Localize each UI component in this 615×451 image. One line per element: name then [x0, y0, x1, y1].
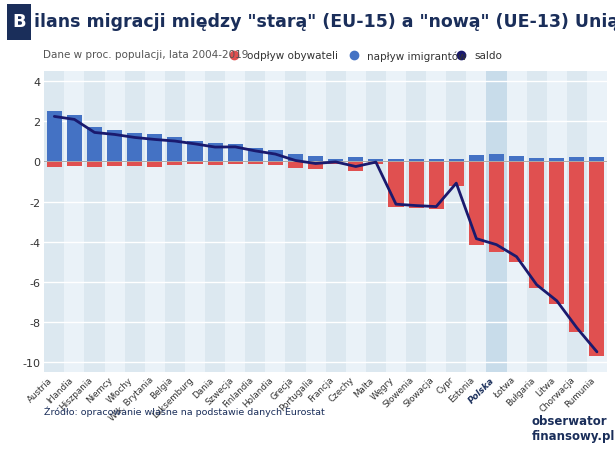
Bar — [188, 162, 202, 165]
Bar — [589, 158, 605, 162]
Bar — [486, 72, 507, 372]
Bar — [248, 149, 263, 162]
Bar — [47, 112, 62, 162]
Bar — [285, 72, 306, 372]
Bar — [167, 138, 183, 162]
Bar — [105, 72, 125, 372]
Bar — [469, 162, 484, 245]
Bar — [509, 157, 524, 162]
Bar — [569, 162, 584, 332]
Bar — [67, 116, 82, 162]
Bar — [248, 162, 263, 165]
Bar — [567, 72, 587, 372]
Bar — [386, 72, 406, 372]
Bar — [368, 160, 383, 162]
Bar — [165, 72, 185, 372]
Bar — [569, 158, 584, 162]
Bar — [529, 159, 544, 162]
Bar — [188, 142, 202, 162]
Bar — [589, 162, 605, 356]
Bar — [348, 162, 363, 171]
Bar — [87, 128, 102, 162]
Bar — [366, 72, 386, 372]
Bar — [84, 72, 105, 372]
Bar — [145, 72, 165, 372]
Bar — [547, 72, 567, 372]
Bar — [107, 162, 122, 166]
Bar — [288, 162, 303, 168]
Bar — [44, 72, 65, 372]
Bar — [328, 160, 343, 162]
Bar — [389, 160, 403, 162]
Bar — [326, 72, 346, 372]
Bar — [185, 72, 205, 372]
Bar — [268, 151, 283, 162]
Bar — [47, 162, 62, 167]
Bar — [408, 160, 424, 162]
Bar — [127, 134, 142, 162]
Bar — [486, 72, 507, 372]
Text: saldo: saldo — [475, 51, 502, 61]
Bar — [308, 162, 323, 169]
Bar — [529, 162, 544, 288]
Bar — [288, 155, 303, 162]
Bar — [67, 162, 82, 166]
Bar — [549, 162, 565, 304]
Bar — [449, 160, 464, 162]
Bar — [489, 155, 504, 162]
Bar — [549, 159, 565, 162]
Text: ilans migracji między "starą" (EU-15) a "nową" (UE-13) Unią: ilans migracji między "starą" (EU-15) a … — [34, 13, 615, 31]
Bar — [228, 162, 243, 165]
Bar — [507, 72, 526, 372]
Bar — [208, 144, 223, 162]
Bar — [205, 72, 225, 372]
Bar — [306, 72, 326, 372]
Bar — [7, 5, 31, 41]
Bar — [346, 72, 366, 372]
Bar — [426, 72, 446, 372]
Bar — [245, 72, 265, 372]
Bar — [469, 156, 484, 162]
Bar — [446, 72, 466, 372]
Bar — [167, 162, 183, 166]
Bar — [268, 162, 283, 166]
Bar — [368, 162, 383, 165]
Bar — [587, 72, 607, 372]
Text: Źródło: opracowanie własne na podstawie danych Eurostat: Źródło: opracowanie własne na podstawie … — [44, 406, 325, 416]
Bar — [107, 131, 122, 162]
Bar — [65, 72, 84, 372]
Text: Dane w proc. populacji, lata 2004-2019: Dane w proc. populacji, lata 2004-2019 — [43, 50, 248, 60]
Text: obserwator
finansowy.pl: obserwator finansowy.pl — [532, 414, 615, 442]
Bar — [466, 72, 486, 372]
Bar — [127, 162, 142, 166]
Bar — [225, 72, 245, 372]
Bar — [328, 162, 343, 165]
Bar — [429, 162, 443, 209]
Bar — [308, 157, 323, 162]
Bar — [147, 135, 162, 162]
Bar — [125, 72, 145, 372]
Bar — [147, 162, 162, 167]
Bar — [509, 162, 524, 262]
Bar — [87, 162, 102, 167]
Bar — [389, 162, 403, 207]
Bar — [429, 160, 443, 162]
Text: napływ imigrantów: napływ imigrantów — [367, 51, 467, 61]
Bar — [406, 72, 426, 372]
Bar — [489, 162, 504, 252]
Bar — [526, 72, 547, 372]
Bar — [408, 162, 424, 208]
Bar — [265, 72, 285, 372]
Bar — [348, 158, 363, 162]
Bar — [449, 162, 464, 186]
Text: odpływ obywateli: odpływ obywateli — [247, 51, 338, 61]
Bar — [228, 145, 243, 162]
Text: B: B — [12, 13, 26, 31]
Bar — [208, 162, 223, 166]
